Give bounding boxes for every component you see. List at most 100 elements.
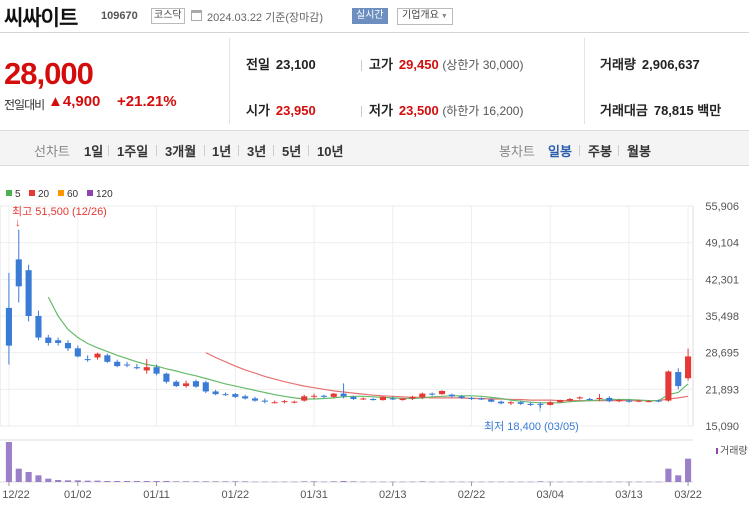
chevron-down-icon: ▼ <box>440 13 448 20</box>
volume-bar <box>665 468 672 482</box>
volume-bar <box>123 481 131 482</box>
date-basis: 기준(장마감) <box>265 12 324 24</box>
candle-body <box>360 398 367 400</box>
volume-value: 2,906,637 <box>641 57 700 72</box>
legend-label-20: 20 <box>38 189 50 200</box>
candle-body <box>202 382 209 392</box>
tab-weekly[interactable]: 주봉 <box>588 144 612 159</box>
volume-bar <box>133 481 140 482</box>
y-tick-label: 21,893 <box>705 384 739 396</box>
volume-bar <box>173 481 180 482</box>
volume-bar <box>448 481 455 483</box>
candle-body <box>340 393 347 397</box>
tab-3year[interactable]: 3년 <box>247 144 267 159</box>
volume-bar <box>84 480 91 482</box>
price-chart: 5 20 60 120 최고 51,500 (12/26) ↓ ↑ 최저 18,400… <box>0 189 748 501</box>
candle-body <box>192 381 199 387</box>
x-tick-label: 03/22 <box>674 489 702 501</box>
price-change: ▲4,900 <box>48 93 101 110</box>
company-info-button[interactable]: 기업개요 ▼ <box>397 8 453 25</box>
candle-body <box>64 342 72 349</box>
quote-date: 2024.03.22 기준(장마감) <box>207 9 323 25</box>
volume-bar <box>25 472 32 482</box>
volume-bar <box>478 481 485 483</box>
candle-body <box>616 400 623 402</box>
ma5-line <box>47 296 689 404</box>
min-annotation: 최저 18,400 (03/05) <box>484 420 579 433</box>
volume-bar <box>271 481 278 483</box>
amount-value: 78,815 <box>653 103 694 118</box>
candle-body <box>232 394 239 397</box>
line-chart-label: 선차트 <box>34 144 70 159</box>
volume-bar <box>645 481 652 483</box>
legend-swatch-5 <box>6 190 12 196</box>
candle-body <box>566 398 574 401</box>
volume-bar <box>74 480 81 482</box>
volume: 거래량 2,906,637 <box>600 54 700 73</box>
candle-body <box>35 315 42 338</box>
y-tick-label: 49,104 <box>705 238 739 250</box>
volume-bar <box>330 481 337 482</box>
tab-1year[interactable]: 1년 <box>212 144 232 159</box>
candle-body <box>330 393 337 397</box>
stock-header <box>0 0 749 33</box>
high-label: 고가 <box>369 57 393 72</box>
candle-body <box>183 383 190 387</box>
volume-bar <box>5 442 12 482</box>
y-tick-label: 55,906 <box>705 201 739 213</box>
candle-body <box>547 402 554 405</box>
annotations: 최고 51,500 (12/26) ↓ ↑ 최저 18,400 (03/05) <box>12 205 579 433</box>
candle-body <box>251 398 259 401</box>
volume-bar <box>163 481 170 482</box>
amount-unit: 백만 <box>697 103 722 118</box>
volume-bar <box>537 481 544 482</box>
volume-bar <box>635 481 642 483</box>
legend-swatch-120 <box>87 190 93 196</box>
volume-bar <box>291 481 298 483</box>
candle-body <box>45 337 52 343</box>
volume-bar <box>429 481 436 483</box>
candle-body <box>74 348 81 357</box>
candle-body <box>5 307 12 346</box>
realtime-button[interactable]: 실시간 <box>352 8 388 24</box>
volume-bar <box>64 480 72 482</box>
x-tick-label: 01/02 <box>64 489 92 501</box>
stock-name: 씨싸이트 <box>4 7 78 30</box>
tab-5year[interactable]: 5년 <box>282 144 302 159</box>
volume-bar <box>685 458 692 482</box>
volume-bar <box>35 475 42 482</box>
candle-body <box>133 367 140 369</box>
candle-body <box>143 367 150 371</box>
volume-bar <box>242 481 249 482</box>
candles <box>5 229 692 409</box>
tab-monthly[interactable]: 월봉 <box>627 144 651 159</box>
volume-bar <box>143 481 150 482</box>
candle-body <box>429 393 436 395</box>
candle-body <box>625 400 633 402</box>
volume-bars <box>0 439 693 483</box>
tab-1week[interactable]: 1주일 <box>117 144 149 159</box>
tab-10year[interactable]: 10년 <box>317 144 344 159</box>
candle-body <box>645 401 652 403</box>
volume-bar <box>350 481 357 482</box>
legend-label-60: 60 <box>67 189 79 200</box>
volume-bar <box>399 481 406 483</box>
volume-bar <box>320 481 327 483</box>
max-arrow-icon: ↓ <box>15 217 21 229</box>
tab-3month[interactable]: 3개월 <box>165 144 197 159</box>
upper-limit: (상한가 30,000) <box>442 58 524 72</box>
stock-code: 109670 <box>101 10 138 22</box>
candle-body <box>478 398 485 400</box>
candle-body <box>576 397 583 399</box>
y-tick-label: 42,301 <box>705 274 739 286</box>
candle-body <box>173 381 180 387</box>
tab-1day[interactable]: 1일 <box>84 144 104 159</box>
candle-body <box>488 399 495 402</box>
tab-daily[interactable]: 일봉 <box>548 144 572 159</box>
volume-bar <box>488 481 495 483</box>
volume-bar <box>261 481 268 483</box>
candle-body <box>163 373 170 382</box>
legend-swatch-60 <box>58 190 64 196</box>
volume-bar <box>419 481 426 482</box>
candle-body <box>527 403 534 405</box>
